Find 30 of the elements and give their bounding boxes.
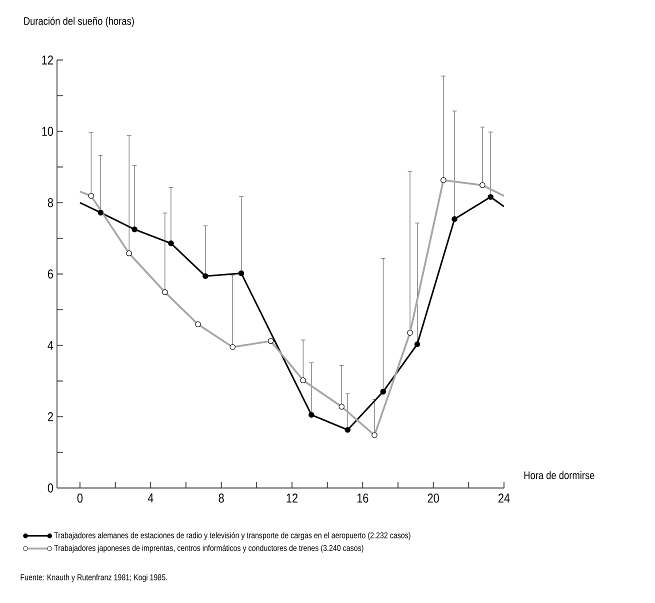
- x-tick-label: 0: [77, 494, 83, 503]
- point: [132, 226, 138, 232]
- point: [202, 273, 208, 280]
- legend-label: Trabajadores japoneses de imprentas, centros informáticos y conductores de trenes (3.240 casos): [54, 544, 364, 553]
- point: [488, 194, 494, 200]
- y-tick-label: 0: [48, 483, 54, 493]
- x-tick-label: 8: [218, 494, 224, 503]
- point: [238, 270, 244, 276]
- source-note: Fuente: Knauth y Rutenfranz 1981; Kogi 1985.: [20, 574, 167, 582]
- y-tick-label: 4: [48, 340, 54, 350]
- point: [380, 388, 386, 395]
- y-tick-label: 8: [48, 198, 54, 208]
- y-tick-label: 12: [42, 55, 53, 65]
- x-tick-label: 4: [148, 494, 154, 502]
- x-tick-label: 16: [357, 494, 368, 503]
- y-tick-label: 6: [48, 269, 53, 279]
- y-axis-title: Duración del sueño (horas): [24, 16, 134, 28]
- point: [168, 240, 174, 246]
- y-tick-label: 10: [42, 126, 54, 136]
- y-tick-label: 2: [48, 412, 53, 422]
- legend-label: Trabajadores alemanes de estaciones de radio y televisión y transporte de cargas en el aeropuerto (2.232 casos): [54, 532, 410, 540]
- point: [308, 412, 314, 418]
- x-axis-title: Hora de dormirse: [524, 471, 594, 480]
- point: [452, 216, 458, 222]
- x-tick-label: 24: [498, 494, 510, 503]
- point: [98, 210, 104, 216]
- point: [414, 341, 420, 348]
- x-tick-label: 12: [286, 494, 298, 503]
- x-tick-label: 20: [428, 494, 439, 503]
- point: [344, 426, 351, 433]
